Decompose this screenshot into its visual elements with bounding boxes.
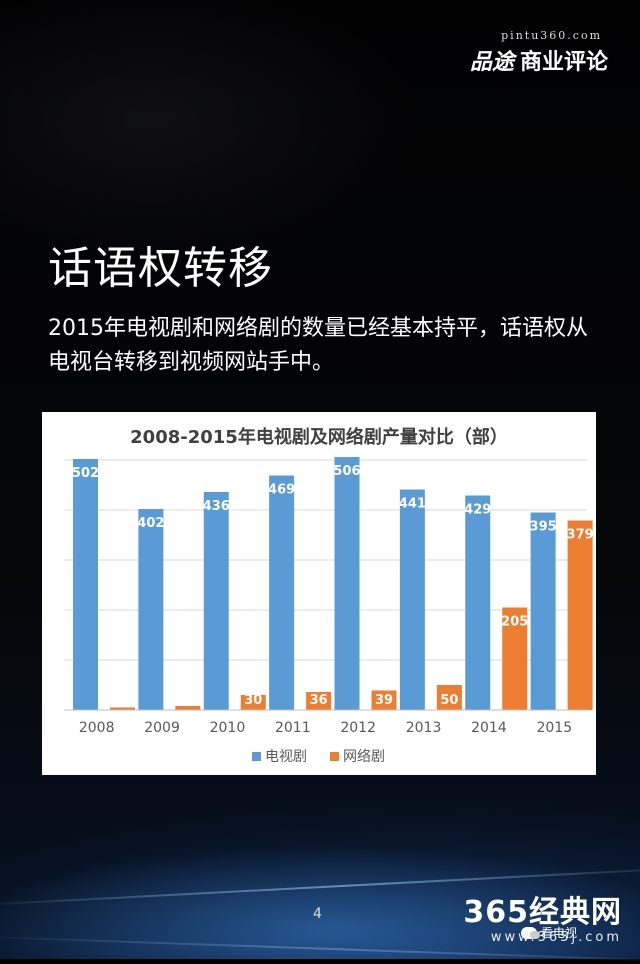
bar [240, 695, 266, 710]
data-label: 379 [567, 528, 594, 543]
brand-name: 商业评论 [519, 49, 608, 75]
bar [203, 492, 229, 710]
bar [502, 607, 528, 710]
bar [110, 707, 135, 710]
bar [334, 457, 360, 710]
x-tick-label: 2015 [536, 720, 572, 736]
bar [269, 475, 295, 710]
data-label: 5 [118, 693, 127, 708]
bar [175, 706, 201, 710]
bar [530, 512, 556, 710]
bar [73, 459, 98, 710]
data-label: 469 [268, 483, 295, 498]
x-tick-label: 2010 [210, 720, 246, 736]
wechat-label: 看电视 [541, 926, 578, 940]
x-tick-label: 2008 [79, 720, 115, 736]
chart-card: 2008-2015年电视剧及网络剧产量对比（部） 502 5 2008 402 8 2009… [42, 412, 596, 775]
data-label: 39 [375, 693, 393, 708]
legend-label: 电视剧 [265, 749, 307, 765]
data-label: 395 [530, 520, 557, 535]
data-label: 402 [137, 516, 164, 531]
data-label: 30 [244, 693, 262, 708]
x-tick-label: 2011 [275, 720, 311, 736]
bar [371, 690, 397, 710]
data-label: 436 [203, 499, 230, 514]
page-title: 话语权转移 [48, 243, 273, 294]
bar [306, 692, 332, 710]
wechat-tag: 看电视 [521, 924, 577, 941]
legend-swatch [330, 752, 339, 761]
data-label: 8 [183, 693, 192, 708]
watermark-url: www.365j.com [490, 930, 622, 945]
x-tick-label: 2014 [471, 720, 507, 736]
brand-url: pintu360.com [501, 29, 602, 42]
wechat-icon [521, 926, 540, 939]
x-tick-label: 2012 [340, 720, 376, 736]
page-number: 4 [313, 906, 322, 922]
legend-swatch [252, 752, 261, 761]
bar [465, 495, 491, 710]
bar [436, 685, 462, 710]
data-label: 36 [310, 693, 328, 708]
bar [567, 520, 593, 710]
brand-logo: 品途 商业评论 [470, 44, 608, 76]
chart-title: 2008-2015年电视剧及网络剧产量对比（部） [130, 426, 508, 448]
x-tick-label: 2013 [406, 720, 442, 736]
data-label: 50 [440, 693, 458, 708]
data-label: 506 [333, 464, 360, 479]
data-label: 502 [72, 466, 99, 481]
bar [399, 489, 425, 710]
data-label: 205 [501, 615, 528, 630]
watermark-main: 365经典网 [463, 895, 622, 930]
data-label: 429 [464, 503, 491, 518]
page-subtitle: 2015年电视剧和网络剧的数量已经基本持平，话语权从电视台转移到视频网站手中。 [48, 316, 588, 375]
bar [138, 509, 164, 710]
legend-label: 网络剧 [343, 749, 385, 765]
watermark: 365经典网 www.365j.com [463, 895, 622, 946]
brand-script-name: 品途 [469, 49, 514, 75]
x-tick-label: 2009 [144, 720, 180, 736]
data-label: 441 [399, 497, 426, 512]
